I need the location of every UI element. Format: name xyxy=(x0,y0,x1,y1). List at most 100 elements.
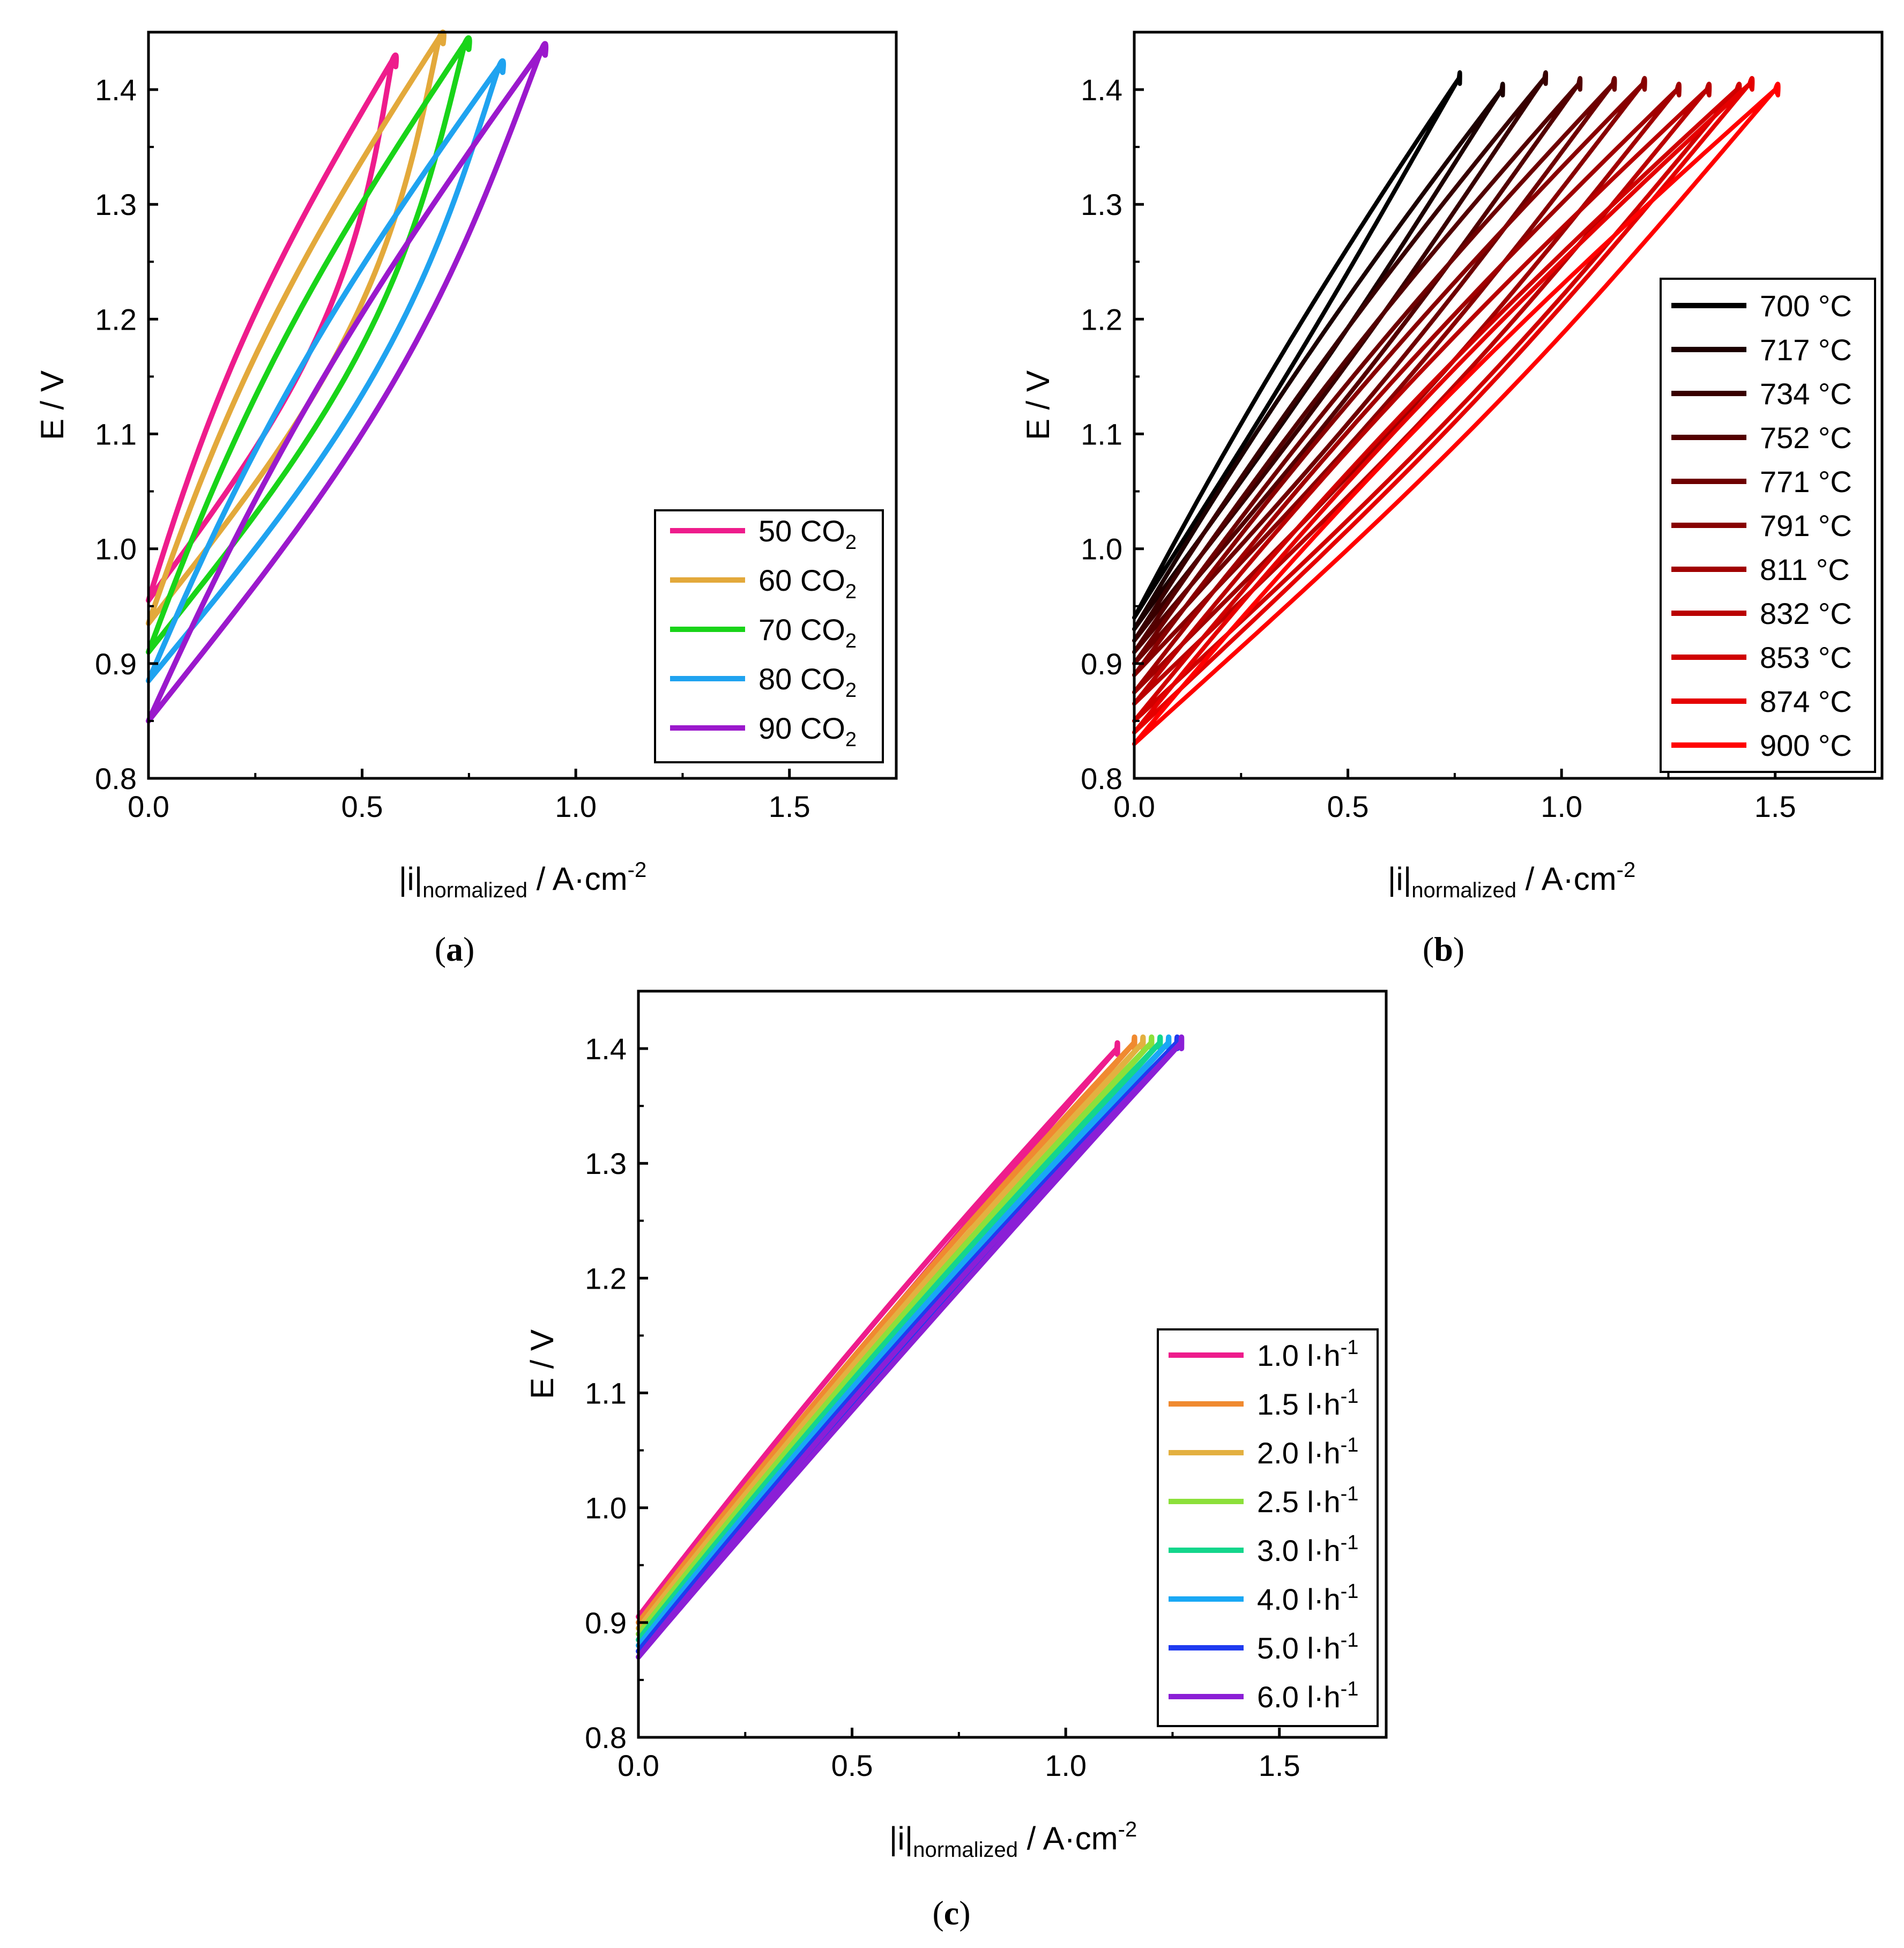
panel-b-series xyxy=(1132,70,1781,746)
panel-a: 0.0 0.5 1.0 1.50.80.91.01.11.21.31.4 E / V … xyxy=(34,29,898,968)
panel-a-ytick-label: 1.0 xyxy=(95,532,137,566)
panel-a-series xyxy=(146,29,549,724)
panel-c-ytick-label: 1.0 xyxy=(585,1491,627,1525)
legend-label-subscript: 2 xyxy=(845,581,857,603)
legend-label-text: 80 CO xyxy=(758,662,845,696)
legend-label-text: 734 °C xyxy=(1760,377,1852,411)
legend-label-superscript: -1 xyxy=(1341,1483,1359,1505)
panel-a-ytick-label: 1.1 xyxy=(95,418,137,451)
panel-a-series-3 xyxy=(146,35,472,655)
panel-b-ytick-label: 1.4 xyxy=(1081,73,1122,107)
panel-b-legend-label-2: 717 °C xyxy=(1760,333,1852,367)
panel-c-xtick-label: 0.5 xyxy=(831,1749,873,1782)
panel-a-ytick-label: 1.2 xyxy=(95,302,137,336)
panel-a-caption: (a) xyxy=(435,930,475,968)
legend-label-text: 811 °C xyxy=(1760,553,1850,586)
panel-b-xlabel-rest: / A·cm xyxy=(1516,861,1617,897)
panel-a-ytick-label: 1.4 xyxy=(95,73,137,107)
panel-a-xtick-label: 1.0 xyxy=(555,790,597,823)
panel-c-xlabel-main: |i| xyxy=(889,1820,913,1856)
panel-a-plot-frame xyxy=(147,31,898,780)
panel-b-series-4 xyxy=(1132,76,1583,655)
panel-b-caption: (b) xyxy=(1423,930,1464,968)
panel-b-legend-label-4: 752 °C xyxy=(1760,421,1852,455)
panel-c-caption: (c) xyxy=(932,1894,970,1932)
legend-label-text: 874 °C xyxy=(1760,685,1852,718)
legend-label-text: 771 °C xyxy=(1760,465,1852,499)
legend-label-text: 752 °C xyxy=(1760,421,1852,455)
panel-a-xtick-label: 1.5 xyxy=(769,790,810,823)
panel-c-caption-letter: c xyxy=(944,1894,959,1932)
panel-c-legend: 1.0 l·h-11.5 l·h-12.0 l·h-12.5 l·h-13.0 … xyxy=(1157,1328,1379,1727)
legend-label-superscript: -1 xyxy=(1341,1531,1359,1554)
panel-a-xlabel-sup: -2 xyxy=(628,858,647,882)
panel-c-ytick-label: 0.9 xyxy=(585,1606,627,1640)
legend-label-text: 1.0 l·h xyxy=(1257,1339,1341,1372)
panel-b-ytick-label: 1.1 xyxy=(1081,418,1122,451)
legend-label-superscript: -1 xyxy=(1341,1678,1359,1700)
legend-label-superscript: -1 xyxy=(1341,1434,1359,1456)
panel-b-xlabel-sup: -2 xyxy=(1617,858,1636,882)
panel-b-series-10 xyxy=(1132,76,1755,735)
panel-c-xtick-label: 0.0 xyxy=(618,1749,659,1782)
panel-c-legend-label-4: 2.5 l·h-1 xyxy=(1257,1483,1358,1519)
panel-a-ytick-label: 1.3 xyxy=(95,188,137,221)
panel-c-legend-label-6: 4.0 l·h-1 xyxy=(1257,1580,1358,1616)
panel-b-legend-items: 700 °C 717 °C 734 °C 752 °C 771 °C 791 °C 811 … xyxy=(1671,289,1852,762)
legend-label-text: 3.0 l·h xyxy=(1257,1534,1341,1567)
legend-label-text: 832 °C xyxy=(1760,597,1852,630)
panel-c-ylabel: E / V xyxy=(524,1329,560,1399)
legend-label-text: 700 °C xyxy=(1760,289,1852,323)
panel-c-legend-label-7: 5.0 l·h-1 xyxy=(1257,1629,1358,1665)
legend-label-subscript: 2 xyxy=(845,728,857,751)
panel-a-series-5 xyxy=(146,41,549,724)
panel-b-ytick-label: 0.8 xyxy=(1081,762,1122,795)
panel-b-series-2 xyxy=(1132,81,1505,631)
legend-label-text: 900 °C xyxy=(1760,728,1852,762)
legend-label-text: 2.5 l·h xyxy=(1257,1485,1341,1519)
panel-c-xlabel-sup: -2 xyxy=(1118,1818,1137,1841)
legend-label-text: 791 °C xyxy=(1760,509,1852,542)
panel-b-xlabel: |i|normalized / A·cm-2 xyxy=(1388,858,1635,902)
panel-a-legend-box xyxy=(654,509,884,763)
panel-a-series-4 xyxy=(146,58,506,683)
panel-b-series-3 xyxy=(1132,70,1549,643)
panel-b-legend: 700 °C 717 °C 734 °C 752 °C 771 °C 791 °C 811 … xyxy=(1660,278,1876,773)
panel-b-xtick-label: 0.5 xyxy=(1327,790,1369,823)
legend-label-text: 5.0 l·h xyxy=(1257,1631,1341,1665)
legend-label-text: 853 °C xyxy=(1760,641,1852,674)
panel-b-series-11 xyxy=(1132,81,1781,746)
panel-b-legend-label-3: 734 °C xyxy=(1760,377,1852,411)
panel-a-xlabel-sub: normalized xyxy=(422,879,527,902)
panel-b: 0.0 0.5 1.0 1.50.80.91.01.11.21.31.4 E / V … xyxy=(1020,31,1884,968)
legend-label-superscript: -1 xyxy=(1341,1580,1359,1603)
legend-label-subscript: 2 xyxy=(845,679,857,702)
panel-b-legend-label-11: 900 °C xyxy=(1760,728,1852,762)
panel-b-xtick-label: 0.0 xyxy=(1113,790,1155,823)
panel-c-legend-label-5: 3.0 l·h-1 xyxy=(1257,1531,1358,1567)
panel-b-series-9 xyxy=(1132,81,1742,723)
legend-label-text: 1.5 l·h xyxy=(1257,1387,1341,1421)
panel-a-legend-label-4: 80 CO2 xyxy=(758,662,857,702)
panel-b-series-6 xyxy=(1132,76,1647,678)
panel-a-xtick-label: 0.5 xyxy=(341,790,383,823)
panel-b-series-7 xyxy=(1132,81,1682,695)
panel-c-xlabel-sub: normalized xyxy=(913,1838,1018,1862)
panel-a-caption-letter: a xyxy=(446,930,463,968)
panel-a-xtick-label: 0.0 xyxy=(128,790,169,823)
panel-b-legend-label-1: 700 °C xyxy=(1760,289,1852,323)
panel-b-ytick-label: 1.0 xyxy=(1081,532,1122,566)
panel-b-legend-label-5: 771 °C xyxy=(1760,465,1852,499)
panel-b-series-1 xyxy=(1132,70,1462,620)
panel-b-plot-frame xyxy=(1133,31,1884,780)
panel-c-legend-box xyxy=(1157,1328,1379,1727)
panel-b-ylabel: E / V xyxy=(1020,370,1056,440)
panel-b-legend-label-8: 832 °C xyxy=(1760,597,1852,630)
legend-label-subscript: 2 xyxy=(845,531,857,554)
panel-c-xtick-label: 1.5 xyxy=(1259,1749,1300,1782)
panel-c: 0.0 0.5 1.0 1.50.80.91.01.11.21.31.4 E / V … xyxy=(524,990,1388,1932)
legend-label-text: 90 CO xyxy=(758,711,845,745)
panel-c-ticks: 0.0 0.5 1.0 1.5 0.8 0.9 1.0 1.1 1.2 1.3 1.4 xyxy=(585,1032,1300,1782)
